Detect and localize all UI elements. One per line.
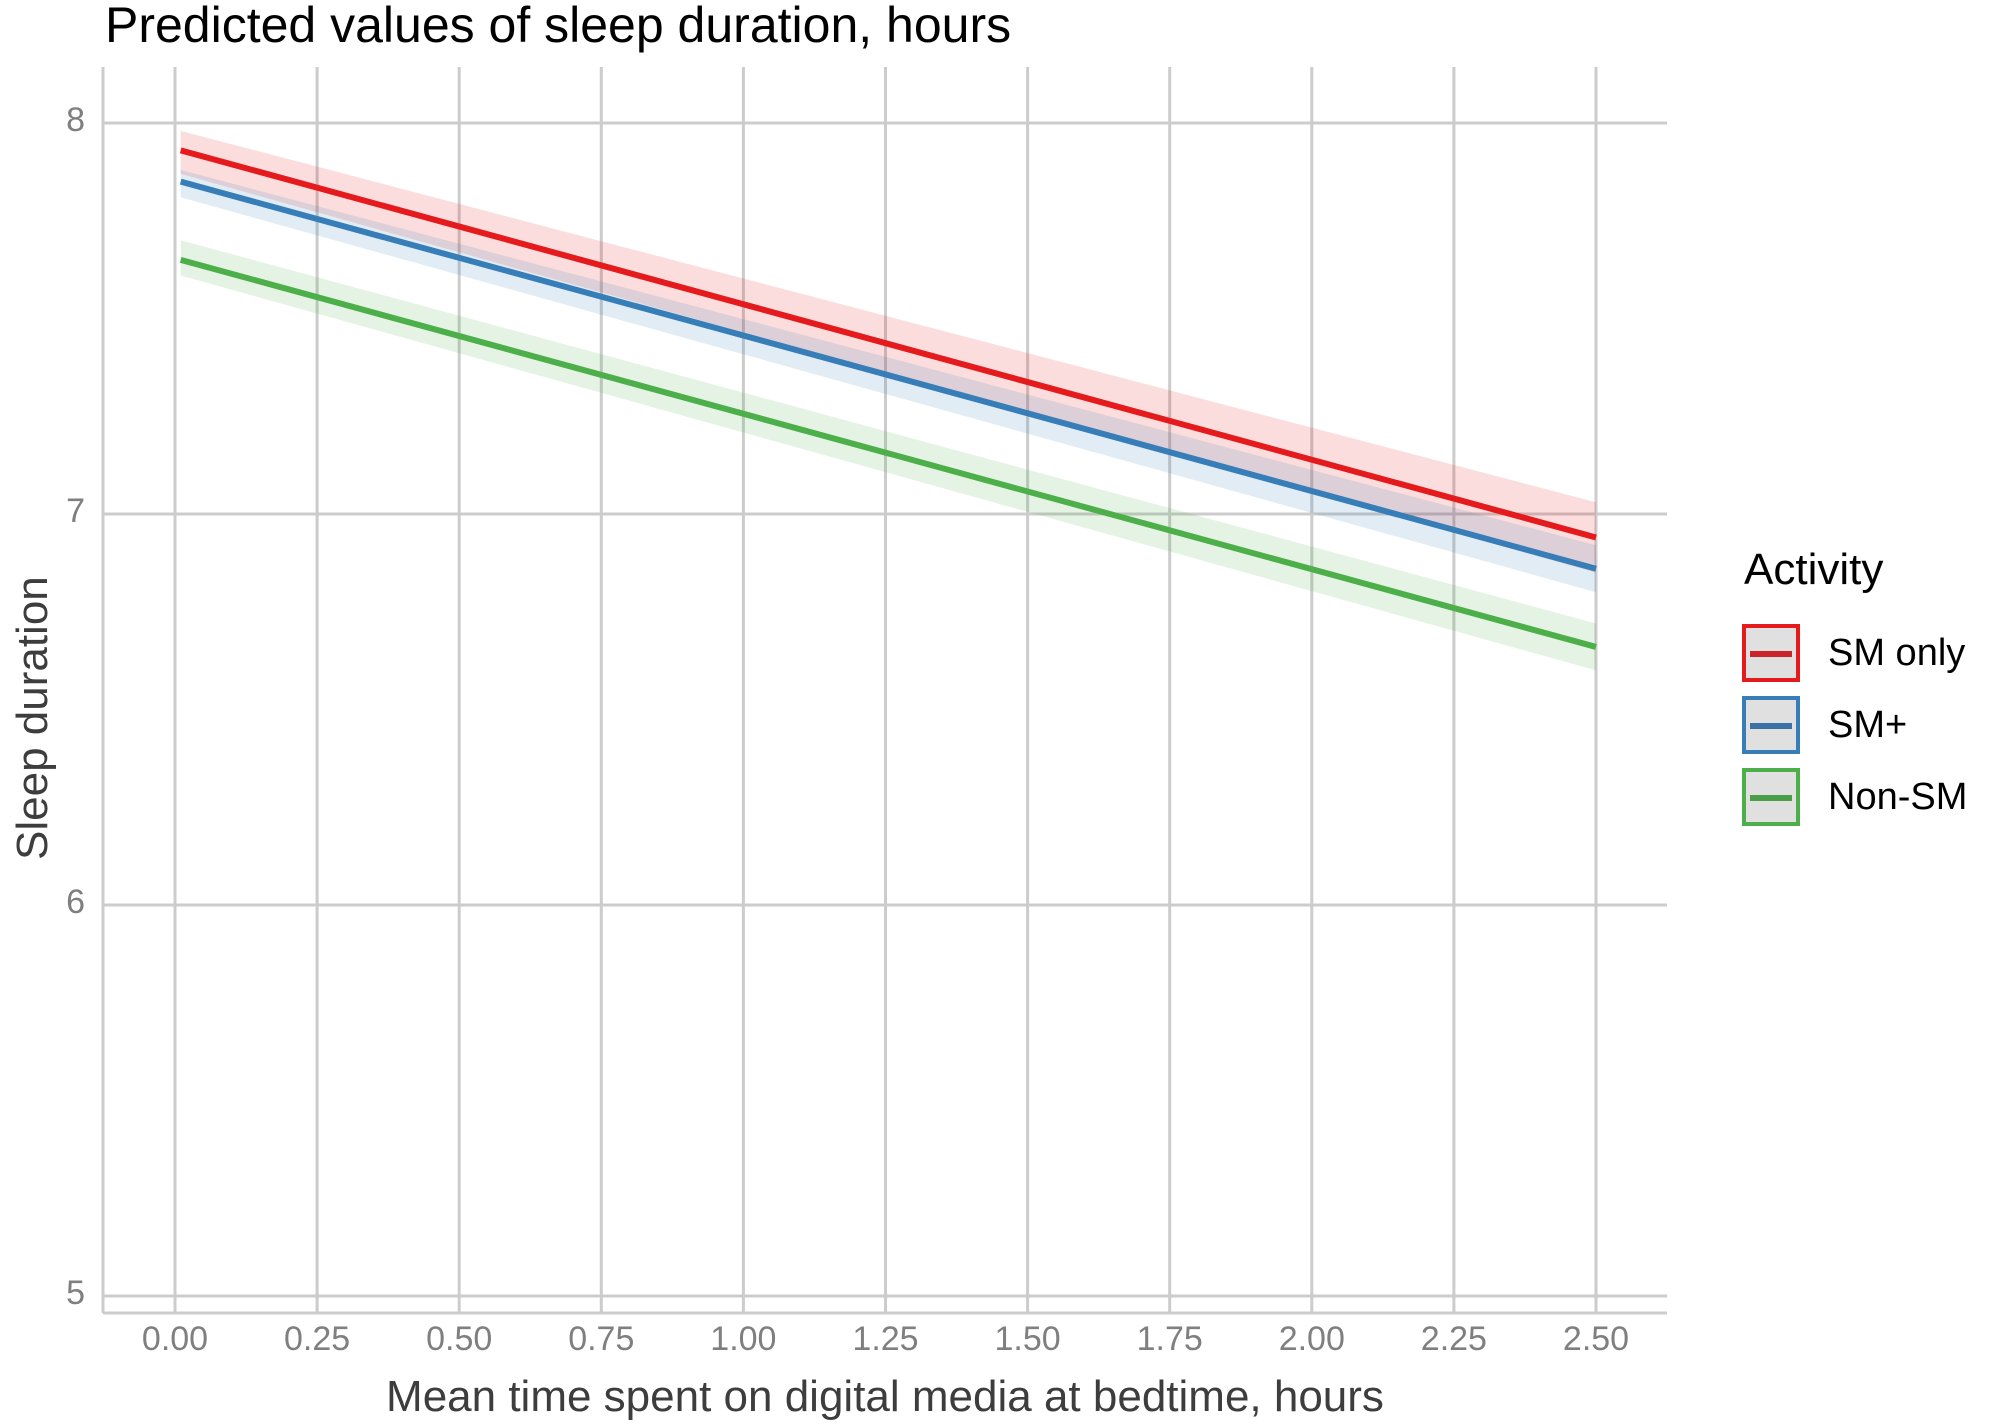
x-tick-label: 0.00 [141, 1320, 209, 1358]
x-tick-label: 1.75 [1136, 1320, 1203, 1358]
y-tick-label: 5 [66, 1274, 85, 1312]
x-axis-label: Mean time spent on digital media at bedt… [386, 1372, 1384, 1421]
legend: Activity SM only SM+ Non-SM [1742, 545, 1967, 833]
x-tick-label: 1.00 [710, 1320, 777, 1358]
x-tick-label: 2.00 [1278, 1320, 1345, 1358]
legend-key-non-sm [1742, 768, 1800, 826]
series-line [179, 178, 1597, 572]
legend-label: Non-SM [1828, 775, 1968, 818]
y-tick-label: 6 [66, 883, 85, 921]
legend-item-sm-plus: SM+ [1742, 689, 1967, 761]
y-axis-label: Sleep duration [8, 576, 57, 860]
x-tick-label: 1.25 [852, 1320, 919, 1358]
legend-key-sm-only [1742, 624, 1800, 682]
x-tick-label: 2.50 [1562, 1320, 1630, 1358]
legend-label: SM only [1828, 631, 1966, 674]
legend-item-non-sm: Non-SM [1742, 761, 1967, 833]
x-tick-label: 1.50 [994, 1320, 1061, 1358]
legend-item-sm-only: SM only [1742, 617, 1967, 689]
x-tick-label: 0.50 [426, 1320, 493, 1358]
x-tick-label: 2.25 [1420, 1320, 1487, 1358]
legend-label: SM+ [1828, 703, 1908, 746]
y-tick-label: 8 [66, 101, 85, 139]
legend-title: Activity [1744, 545, 1884, 594]
legend-key-sm-plus [1742, 696, 1800, 754]
x-tick-label: 0.25 [284, 1320, 351, 1358]
chart-title: Predicted values of sleep duration, hour… [105, 0, 1012, 53]
x-tick-label: 0.75 [568, 1320, 635, 1358]
series-line [179, 147, 1597, 541]
series-line [179, 256, 1597, 650]
y-tick-label: 7 [66, 492, 85, 530]
